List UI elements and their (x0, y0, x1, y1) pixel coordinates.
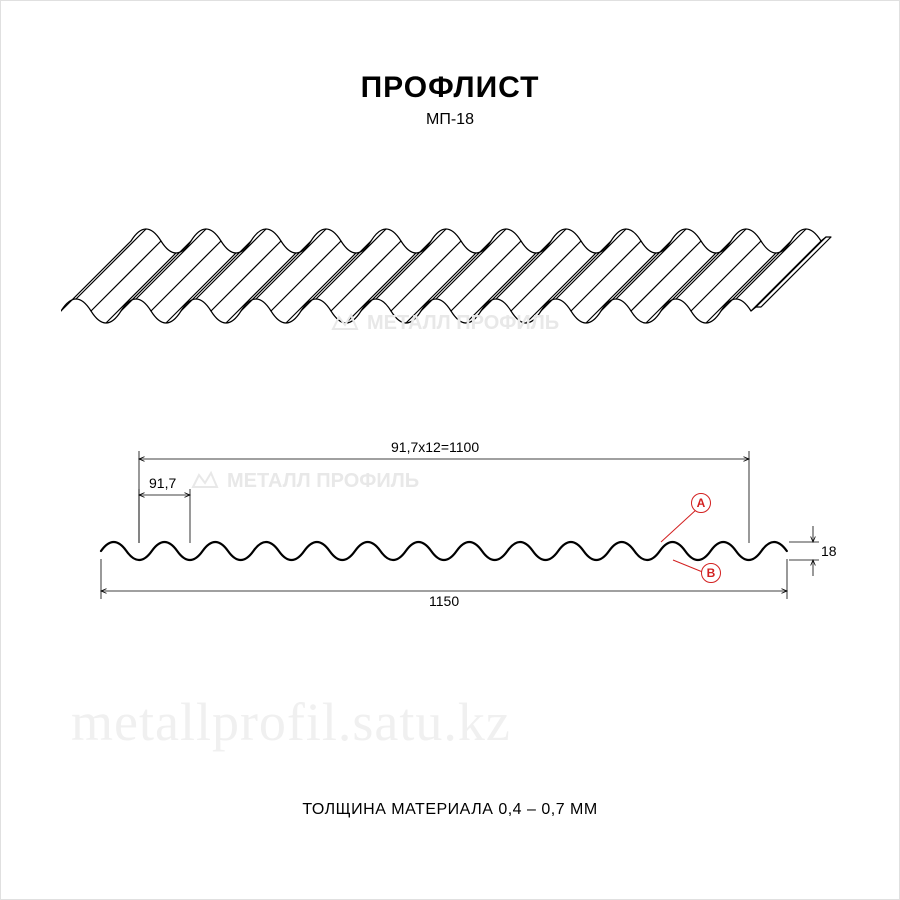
isometric-view (61, 181, 841, 351)
page-subtitle: МП-18 (1, 111, 899, 129)
callout-a: A (691, 493, 711, 513)
dim-pitch-label: 91,7 (149, 475, 176, 491)
profile-view: 91,7x12=1100 91,7 1150 18 A B (61, 431, 841, 631)
dim-total-width-label: 1150 (429, 593, 459, 609)
callout-b: B (701, 563, 721, 583)
iso-sheet-svg (61, 181, 841, 351)
page-title: ПРОФЛИСТ (1, 71, 899, 105)
thickness-caption: ТОЛЩИНА МАТЕРИАЛА 0,4 – 0,7 ММ (1, 801, 899, 819)
dim-height-label: 18 (821, 543, 837, 559)
watermark-url: metallprofil.satu.kz (71, 691, 511, 753)
dim-span-label: 91,7x12=1100 (391, 439, 479, 455)
header: ПРОФЛИСТ МП-18 (1, 71, 899, 129)
